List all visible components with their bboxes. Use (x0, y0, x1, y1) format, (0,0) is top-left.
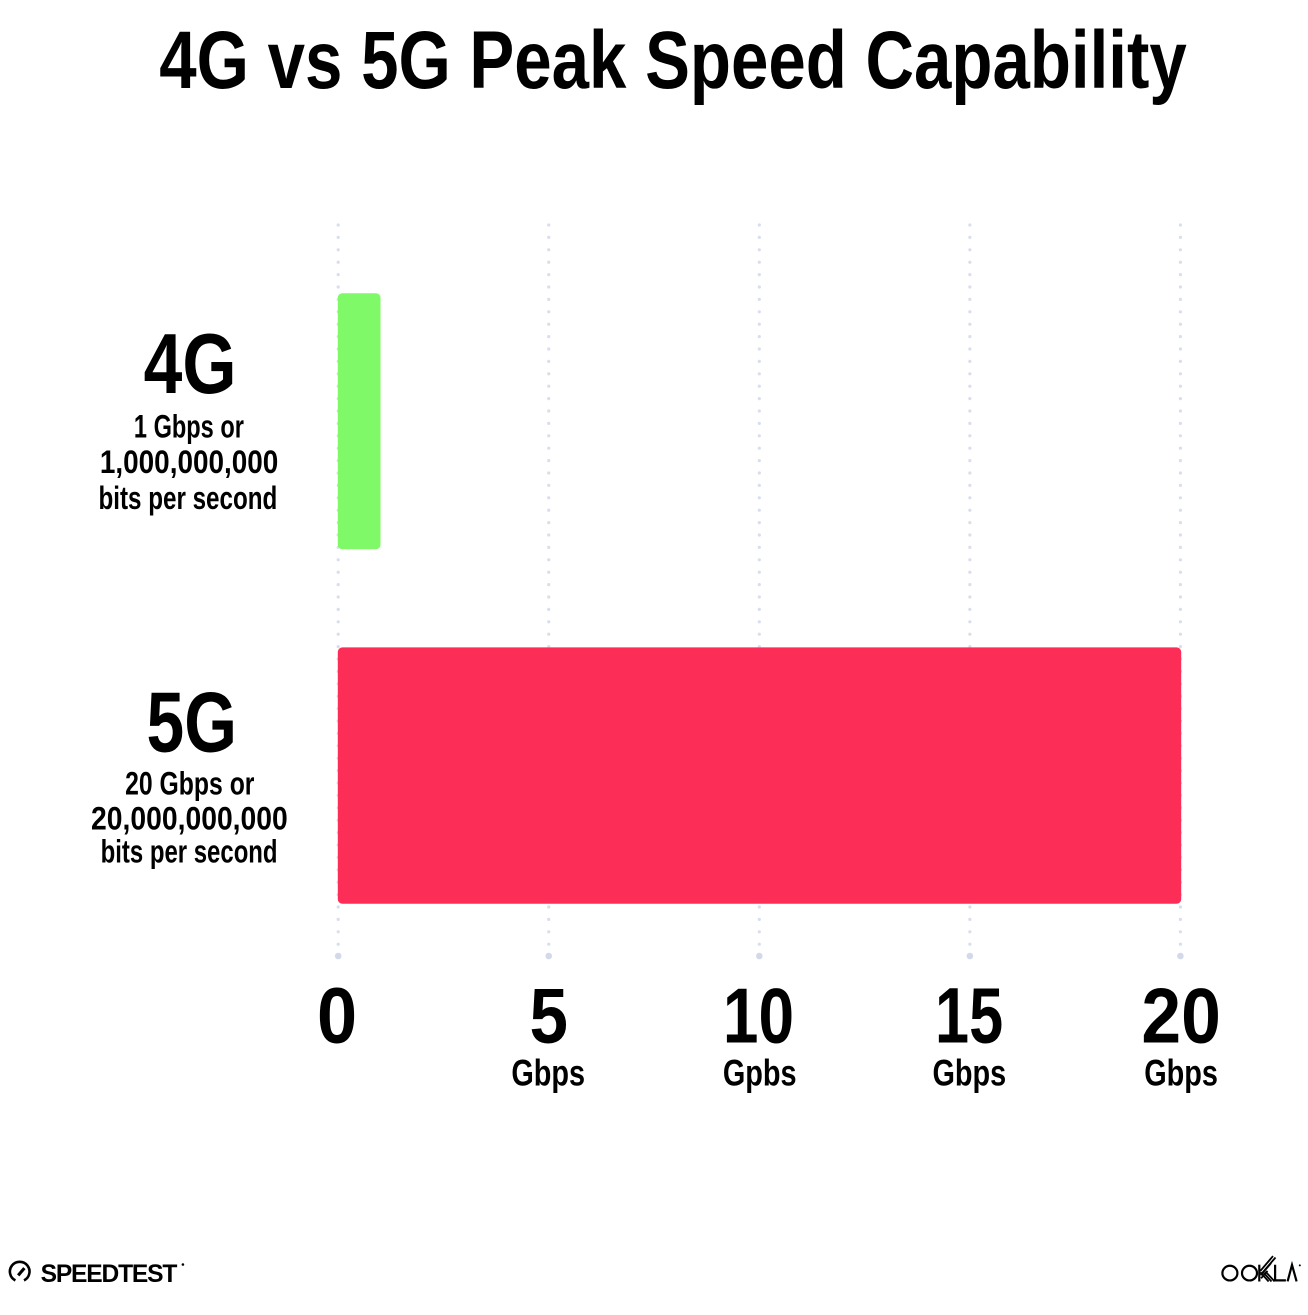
svg-text:10: 10 (723, 972, 794, 1060)
svg-text:bits per second: bits per second (101, 834, 278, 870)
svg-text:4G: 4G (144, 317, 237, 411)
svg-text:SPEEDTEST: SPEEDTEST (41, 1261, 178, 1288)
svg-text:Gbps: Gbps (511, 1053, 585, 1094)
svg-text:Gbps: Gbps (1144, 1053, 1218, 1094)
svg-text:1,000,000,000: 1,000,000,000 (100, 445, 278, 480)
svg-text:4G vs 5G Peak Speed Capability: 4G vs 5G Peak Speed Capability (159, 14, 1187, 106)
svg-text:0: 0 (317, 972, 357, 1059)
svg-text:5: 5 (529, 972, 567, 1060)
svg-text:bits per second: bits per second (98, 481, 277, 517)
svg-text:Gbps: Gbps (932, 1053, 1006, 1094)
svg-text:5G: 5G (147, 675, 237, 770)
svg-text:15: 15 (935, 971, 1003, 1059)
svg-text:1 Gbps or: 1 Gbps or (134, 409, 244, 446)
svg-text:20,000,000,000: 20,000,000,000 (91, 801, 288, 837)
svg-text:20 Gbps or: 20 Gbps or (125, 767, 254, 803)
svg-text:Gpbs: Gpbs (723, 1053, 797, 1094)
svg-text:20: 20 (1141, 972, 1220, 1060)
